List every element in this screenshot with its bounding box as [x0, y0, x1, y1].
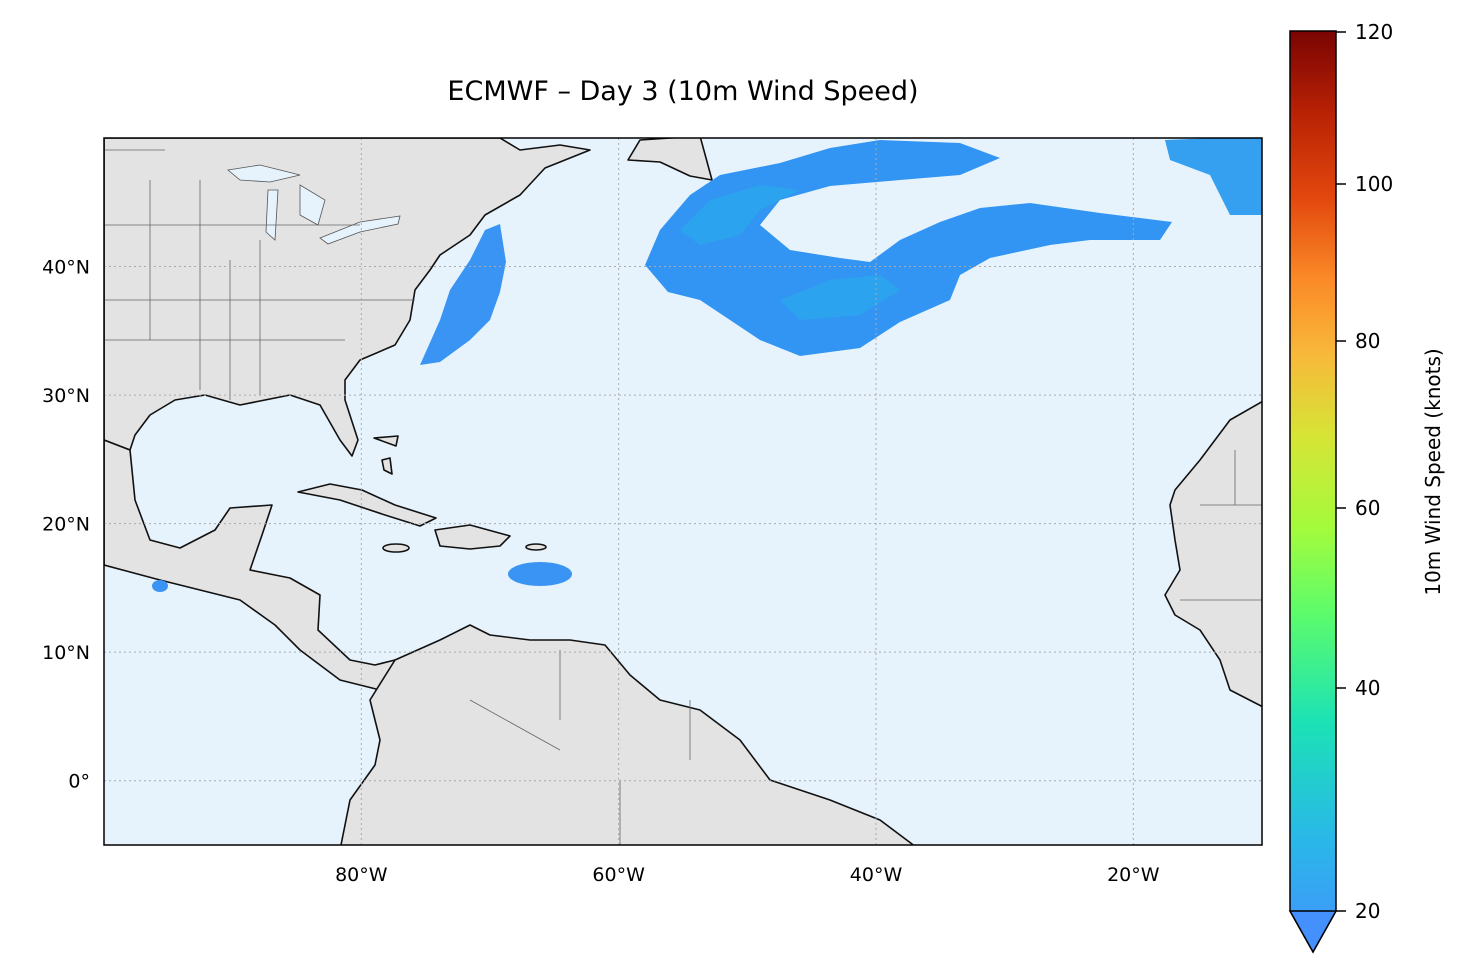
wind-speed-field: [152, 138, 1262, 592]
land-north-america: [104, 138, 591, 457]
colorbar-tick-label: 100: [1355, 172, 1393, 196]
colorbar-extend-min: [1288, 910, 1338, 954]
colorbar-tick-label: 120: [1355, 20, 1393, 44]
land-cuba: [297, 483, 437, 527]
wind-patch-us-northeast: [420, 224, 506, 365]
colorbar-label: 10m Wind Speed (knots): [1421, 348, 1445, 595]
map-area: [104, 138, 1262, 845]
x-tick-label: 60°W: [592, 864, 645, 886]
colorbar-tick-label: 40: [1355, 676, 1380, 700]
y-tick-label: 30°N: [42, 385, 90, 407]
land-puerto-rico: [525, 543, 547, 551]
wind-core-north-atlantic: [680, 185, 900, 320]
colorbar: 20 40 60 80 100 120 10m Wind Speed (knots): [1288, 20, 1445, 954]
colorbar-tick-label: 20: [1355, 899, 1380, 923]
land-jamaica: [382, 543, 410, 553]
map-frame: [103, 137, 1263, 846]
land: [104, 138, 1262, 845]
land-bahamas: [373, 435, 399, 475]
y-tick-label: 20°N: [42, 514, 90, 536]
borders: [104, 149, 1262, 845]
lake-superior: [227, 164, 301, 183]
colorbar-tick-label: 60: [1355, 496, 1380, 520]
x-axis-ticks: 80°W 60°W 40°W 20°W: [335, 864, 1160, 886]
border-lines: [104, 149, 1262, 845]
y-axis-ticks: 40°N 30°N 20°N 10°N 0°: [42, 257, 90, 793]
land-hispaniola: [434, 524, 511, 550]
x-tick-label: 20°W: [1107, 864, 1160, 886]
y-tick-label: 0°: [68, 771, 90, 793]
y-tick-label: 40°N: [42, 257, 90, 279]
wind-patch-northeast-corner: [1165, 138, 1262, 215]
land-south-america: [340, 624, 915, 845]
wind-patch-gulf-honduras: [152, 580, 168, 592]
colorbar-ticks: 20 40 60 80 100 120: [1336, 20, 1393, 923]
colorbar-body: [1289, 30, 1337, 954]
colorbar-tick-label: 80: [1355, 329, 1380, 353]
x-tick-label: 80°W: [335, 864, 388, 886]
x-tick-label: 40°W: [850, 864, 903, 886]
lake-michigan: [265, 189, 279, 241]
land-newfoundland: [627, 138, 713, 181]
land-africa: [1164, 400, 1262, 708]
great-lakes: [227, 164, 401, 245]
wind-patch-caribbean: [508, 562, 572, 586]
y-tick-label: 10°N: [42, 642, 90, 664]
chart-title: ECMWF – Day 3 (10m Wind Speed): [447, 76, 919, 107]
land-mexico-central-america: [104, 439, 396, 691]
gridlines: [104, 138, 1262, 845]
lake-erie-ontario: [319, 215, 401, 245]
